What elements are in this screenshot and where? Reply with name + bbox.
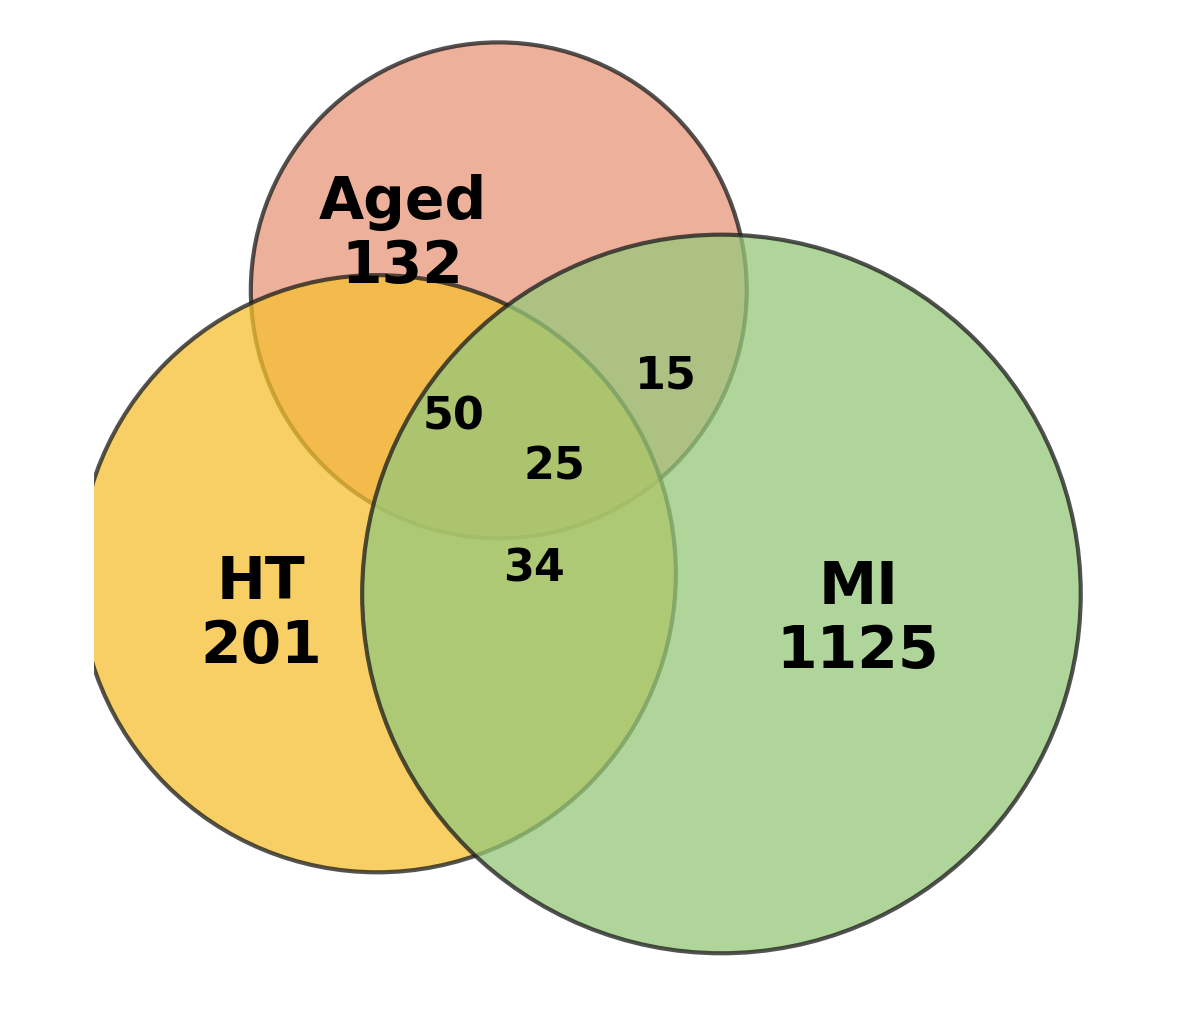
Text: 25: 25 bbox=[523, 446, 586, 489]
Text: 15: 15 bbox=[635, 355, 697, 398]
Circle shape bbox=[362, 235, 1081, 953]
Text: 34: 34 bbox=[503, 547, 565, 590]
Text: HT
201: HT 201 bbox=[200, 554, 322, 674]
Circle shape bbox=[251, 42, 746, 539]
Text: Aged
132: Aged 132 bbox=[318, 174, 487, 295]
Text: 50: 50 bbox=[422, 395, 484, 438]
Text: MI
1125: MI 1125 bbox=[776, 559, 940, 679]
Circle shape bbox=[79, 275, 676, 872]
